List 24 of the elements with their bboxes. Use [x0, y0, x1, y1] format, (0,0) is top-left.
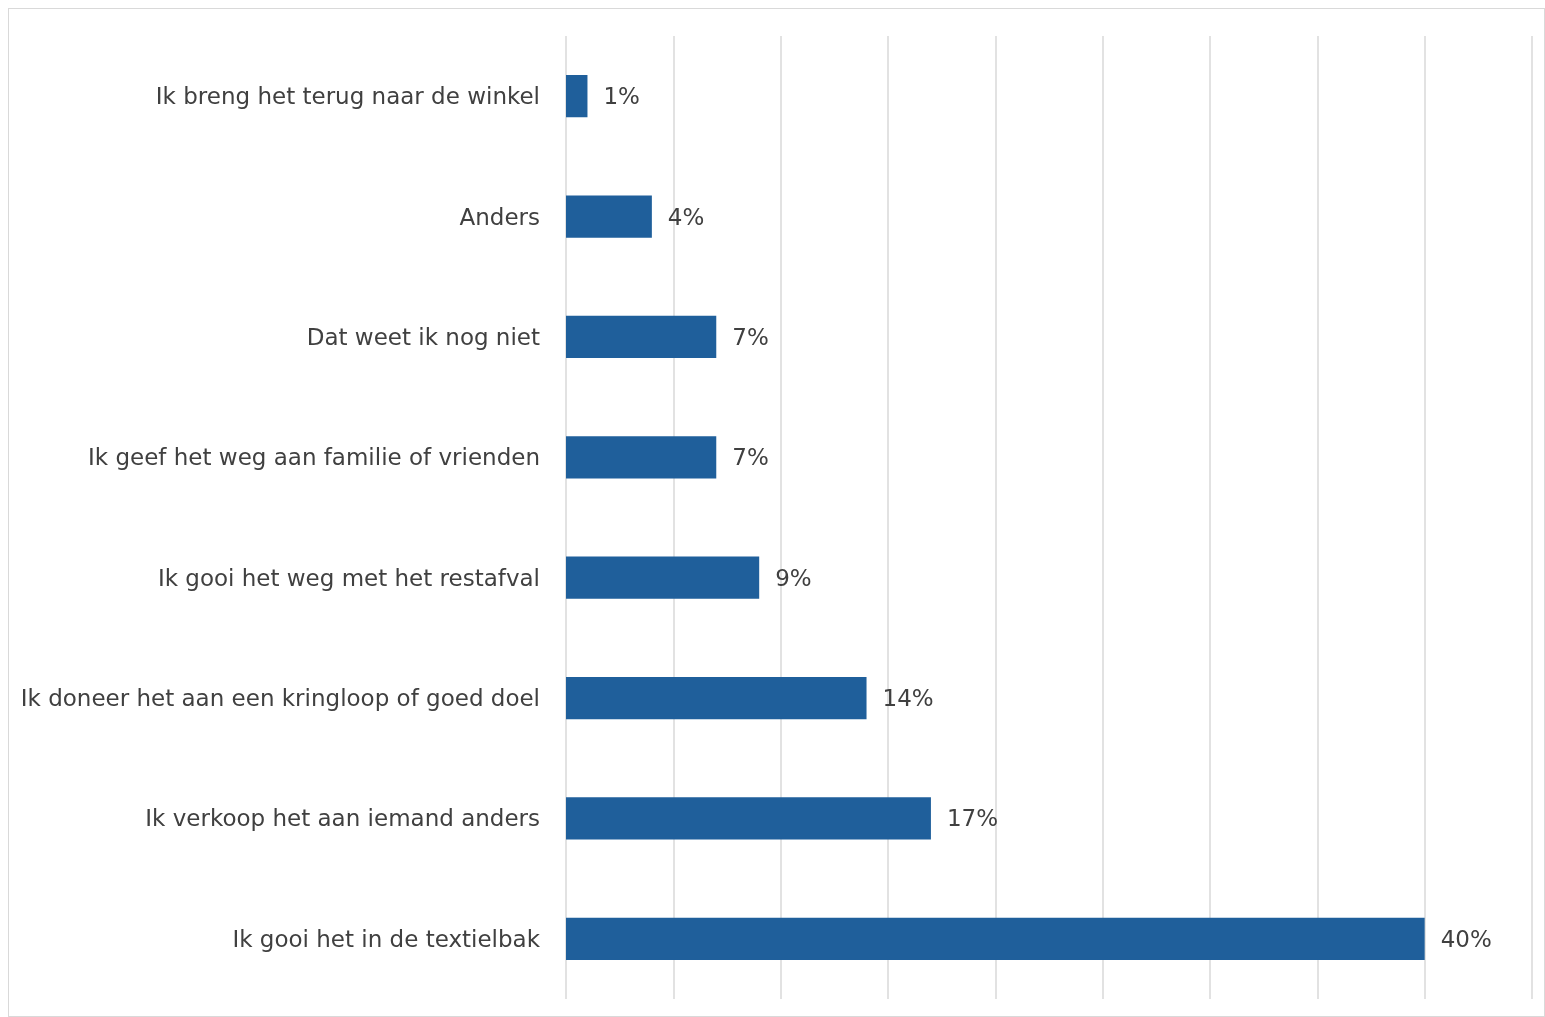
y-tick-label: Ik gooi het weg met het restafval [157, 564, 540, 591]
bar [566, 315, 717, 358]
y-tick-label: Ik geef het weg aan familie of vrienden [88, 444, 540, 471]
y-tick-label: Anders [459, 203, 540, 230]
bar [566, 556, 760, 599]
bar [566, 797, 931, 840]
y-tick-label: Ik doneer het aan een kringloop of goed doel [20, 685, 540, 712]
bar [566, 195, 652, 238]
bar [566, 677, 867, 720]
y-tick-label: Ik breng het terug naar de winkel [155, 83, 540, 110]
data-label: 9% [775, 564, 812, 591]
bar [566, 917, 1425, 960]
bar [566, 75, 588, 118]
y-tick-label: Ik verkoop het aan iemand anders [145, 805, 540, 832]
data-label: 40% [1440, 925, 1492, 952]
data-label: 1% [603, 83, 640, 110]
y-tick-label: Dat weet ik nog niet [306, 323, 540, 350]
y-tick-label: Ik gooi het in de textielbak [232, 925, 541, 952]
data-label: 17% [946, 805, 999, 832]
data-label: 14% [882, 685, 934, 712]
data-label: 7% [732, 444, 769, 471]
data-label: 4% [667, 203, 705, 230]
data-label: 7% [732, 323, 769, 350]
bar [566, 436, 717, 479]
